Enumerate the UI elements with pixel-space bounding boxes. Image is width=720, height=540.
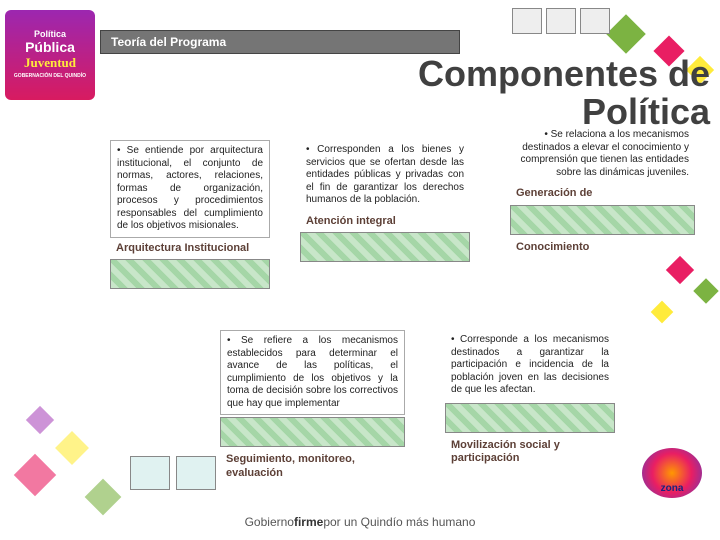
card-image-placeholder — [300, 232, 470, 262]
card-seguimiento: • Se refiere a los mecanismos establecid… — [220, 330, 405, 483]
card-text: • Se refiere a los mecanismos establecid… — [220, 330, 405, 415]
card-atencion: • Corresponden a los bienes y servicios … — [300, 140, 470, 264]
deco-diamond — [606, 14, 646, 54]
partner-logo — [546, 8, 576, 34]
footer-suffix: por un Quindío más humano — [323, 515, 475, 529]
logo-sub: GOBERNACIÓN DEL QUINDÍO — [14, 73, 86, 79]
logo-line1: Política — [34, 29, 66, 39]
partner-logo — [580, 8, 610, 34]
card-text: • Corresponden a los bienes y servicios … — [300, 140, 470, 211]
card-label: Movilización social y participación — [445, 435, 615, 469]
card-label: Seguimiento, monitoreo, evaluación — [220, 449, 405, 483]
card-text: • Corresponde a los mecanismos destinado… — [445, 330, 615, 401]
zona-logo: zona — [642, 448, 702, 498]
card-generacion: • Se relaciona a los mecanismos destinad… — [510, 125, 695, 257]
footer-logo — [176, 456, 216, 490]
footer-strong: firme — [294, 515, 323, 529]
card-text: • Se entiende por arquitectura instituci… — [110, 140, 270, 238]
card-label: Arquitectura Institucional — [110, 238, 270, 258]
program-logo: Política Pública Juventud GOBERNACIÓN DE… — [5, 10, 95, 100]
deco-diamond — [651, 301, 674, 324]
zona-label: zona — [661, 483, 684, 494]
section-title: Teoría del Programa — [111, 35, 226, 49]
deco-diamond — [55, 431, 89, 465]
card-image-placeholder — [110, 259, 270, 289]
partner-logos — [512, 8, 610, 34]
card-label: Atención integral — [300, 211, 470, 231]
footer-prefix: Gobierno — [245, 515, 294, 529]
card-image-placeholder — [220, 417, 405, 447]
card-label: Conocimiento — [510, 237, 695, 257]
logo-line2: Pública — [14, 40, 86, 55]
card-image-placeholder — [510, 205, 695, 235]
footer-logo — [130, 456, 170, 490]
footer-logos — [130, 456, 216, 490]
deco-diamond — [26, 406, 54, 434]
card-movilizacion: • Corresponde a los mecanismos destinado… — [445, 330, 615, 468]
card-label: Generación de — [510, 183, 695, 203]
deco-diamond — [693, 278, 718, 303]
partner-logo — [512, 8, 542, 34]
card-arquitectura: • Se entiende por arquitectura instituci… — [110, 140, 270, 291]
logo-line3: Juventud — [24, 55, 76, 70]
page-title: Componentes de Política — [280, 55, 710, 131]
footer-tagline: Gobierno firme por un Quindío más humano — [0, 504, 720, 540]
section-title-bar: Teoría del Programa — [100, 30, 460, 54]
card-image-placeholder — [445, 403, 615, 433]
card-text: • Se relaciona a los mecanismos destinad… — [510, 125, 695, 183]
deco-diamond — [14, 454, 56, 496]
deco-diamond — [666, 256, 694, 284]
